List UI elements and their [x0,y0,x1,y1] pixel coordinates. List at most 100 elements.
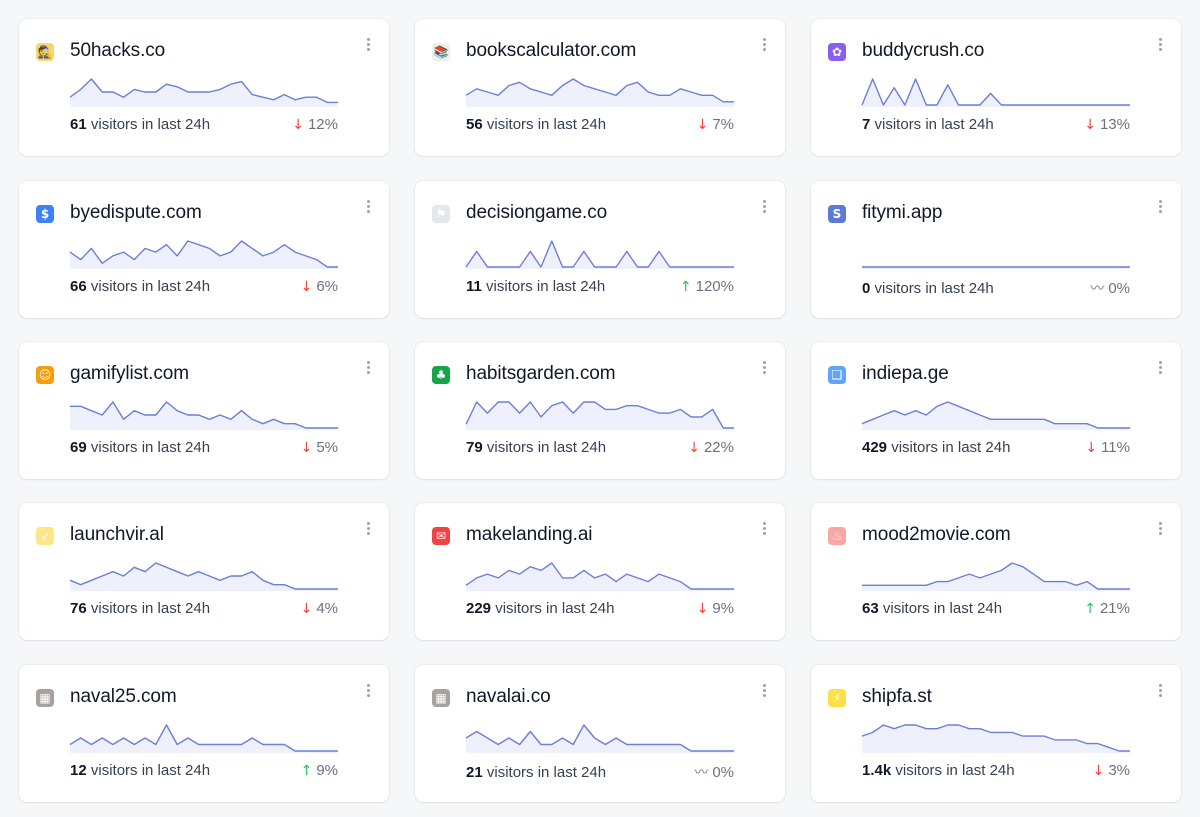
sparkline-area [862,402,1130,430]
image-thumb-icon: ▦ [432,689,450,707]
project-card[interactable]: ❑ indiepa.ge 429 visitors in last 24h ↓ … [811,342,1181,479]
sparkline-line [69,78,338,104]
project-domain[interactable]: indiepa.ge [862,363,949,384]
project-domain[interactable]: decisiongame.co [466,202,608,223]
visitors-sparkline [862,562,1130,591]
more-options-icon[interactable] [759,35,769,53]
sparkline-area [70,402,338,430]
project-domain[interactable]: fitymi.app [862,202,943,223]
project-card[interactable]: ▦ naval25.com 12 visitors in last 24h ↑ … [19,665,389,802]
visitors-count: 66 [70,278,87,295]
more-options-icon[interactable] [759,358,769,376]
more-options-icon[interactable] [759,681,769,699]
more-options-icon[interactable] [1155,35,1165,53]
visitors-count: 7 [862,116,871,133]
project-card[interactable]: ⚑ decisiongame.co 11 visitors in last 24… [415,181,785,318]
project-card[interactable]: 📚 bookscalculator.com 56 visitors in las… [415,19,785,156]
visitors-count: 229 [466,600,492,617]
plant-emoji-icon: ♣ [432,366,450,384]
more-options-icon[interactable] [759,519,769,537]
visitors-count: 79 [466,439,483,456]
project-domain[interactable]: mood2movie.com [862,524,1011,545]
books-emoji-icon: 📚 [432,43,450,61]
trend-up-icon: ↑ [300,762,313,779]
trend-up-icon: ↑ [679,278,692,295]
visitors-text: 0 visitors in last 24h [862,280,994,297]
project-card[interactable]: ✉ makelanding.ai 229 visitors in last 24… [415,503,785,640]
project-card[interactable]: ➶ launchvir.al 76 visitors in last 24h ↓… [19,503,389,640]
visitors-count: 63 [862,600,879,617]
project-card[interactable]: ✿ buddycrush.co 7 visitors in last 24h ↓… [811,19,1181,156]
project-domain[interactable]: navalai.co [466,686,551,707]
project-card[interactable]: ☺ gamifylist.com 69 visitors in last 24h… [19,342,389,479]
more-options-icon[interactable] [363,681,373,699]
visitor-stats: 429 visitors in last 24h ↓ 11% [862,439,1130,456]
visitor-stats: 76 visitors in last 24h ↓ 4% [70,600,338,617]
trend-indicator: ↓ 7% [697,116,734,133]
change-percent: 4% [316,600,338,617]
project-domain[interactable]: byedispute.com [70,202,202,223]
visitors-label: visitors in last 24h [486,116,607,133]
visitors-sparkline [862,266,1130,269]
change-percent: 3% [1108,762,1130,779]
trend-flat-icon: 〰 [694,765,709,781]
more-options-icon[interactable] [363,519,373,537]
more-options-icon[interactable] [1155,681,1165,699]
sparkline-area [466,725,734,753]
project-domain[interactable]: bookscalculator.com [466,40,637,61]
project-card[interactable]: ♣ habitsgarden.com 79 visitors in last 2… [415,342,785,479]
visitors-label: visitors in last 24h [895,762,1015,779]
visitors-count: 69 [70,439,87,456]
sparkline-area [466,79,734,107]
trend-indicator: 〰 0% [1090,278,1130,298]
visitor-stats: 21 visitors in last 24h 〰 0% [466,762,734,782]
envelope-logo-icon: ✉ [432,527,450,545]
project-card[interactable]: 🕵 50hacks.co 61 visitors in last 24h ↓ 1… [19,19,389,156]
project-domain[interactable]: 50hacks.co [70,40,166,61]
image-thumb-icon: ▦ [36,689,54,707]
more-options-icon[interactable] [1155,197,1165,215]
visitor-stats: 1.4k visitors in last 24h ↓ 3% [862,762,1130,779]
more-options-icon[interactable] [363,358,373,376]
project-domain[interactable]: shipfa.st [862,686,932,707]
sparkline-line [70,401,338,429]
visitors-sparkline [861,78,1130,107]
visitors-sparkline [861,401,1130,430]
sparkline-line [861,78,1130,106]
project-card[interactable]: ▦ navalai.co 21 visitors in last 24h 〰 0… [415,665,785,802]
visitors-label: visitors in last 24h [90,600,211,617]
project-domain[interactable]: gamifylist.com [70,363,189,384]
visitors-text: 1.4k visitors in last 24h [862,762,1015,779]
project-card[interactable]: $ byedispute.com 66 visitors in last 24h… [19,181,389,318]
trend-down-icon: ↓ [1084,116,1096,133]
trend-flat-icon: 〰 [1090,281,1105,297]
sparkline-area [70,241,338,269]
project-card[interactable]: ♨ mood2movie.com 63 visitors in last 24h… [811,503,1181,640]
more-options-icon[interactable] [1155,358,1165,376]
visitors-sparkline [465,240,734,269]
visitors-label: visitors in last 24h [90,762,211,779]
project-domain[interactable]: launchvir.al [70,524,164,545]
trend-indicator: 〰 0% [694,762,734,782]
more-options-icon[interactable] [1155,519,1165,537]
project-domain[interactable]: buddycrush.co [862,40,985,61]
change-percent: 120% [695,278,734,295]
trend-down-icon: ↓ [696,600,709,617]
trend-down-icon: ↓ [300,439,313,456]
trend-down-icon: ↓ [300,278,313,295]
more-options-icon[interactable] [759,197,769,215]
change-percent: 6% [316,278,338,295]
project-card[interactable]: S fitymi.app 0 visitors in last 24h 〰 0% [811,181,1181,318]
visitors-text: 79 visitors in last 24h [466,439,606,456]
pages-emoji-icon: ❑ [828,366,846,384]
more-options-icon[interactable] [363,197,373,215]
project-domain[interactable]: naval25.com [70,686,177,707]
project-domain[interactable]: makelanding.ai [466,524,593,545]
more-options-icon[interactable] [363,35,373,53]
project-domain[interactable]: habitsgarden.com [466,363,616,384]
sparkline-area [862,79,1130,107]
project-card[interactable]: ⚡ shipfa.st 1.4k visitors in last 24h ↓ … [811,665,1181,802]
sparkline-area [70,725,338,753]
visitors-text: 229 visitors in last 24h [466,600,614,617]
visitors-label: visitors in last 24h [90,116,211,133]
